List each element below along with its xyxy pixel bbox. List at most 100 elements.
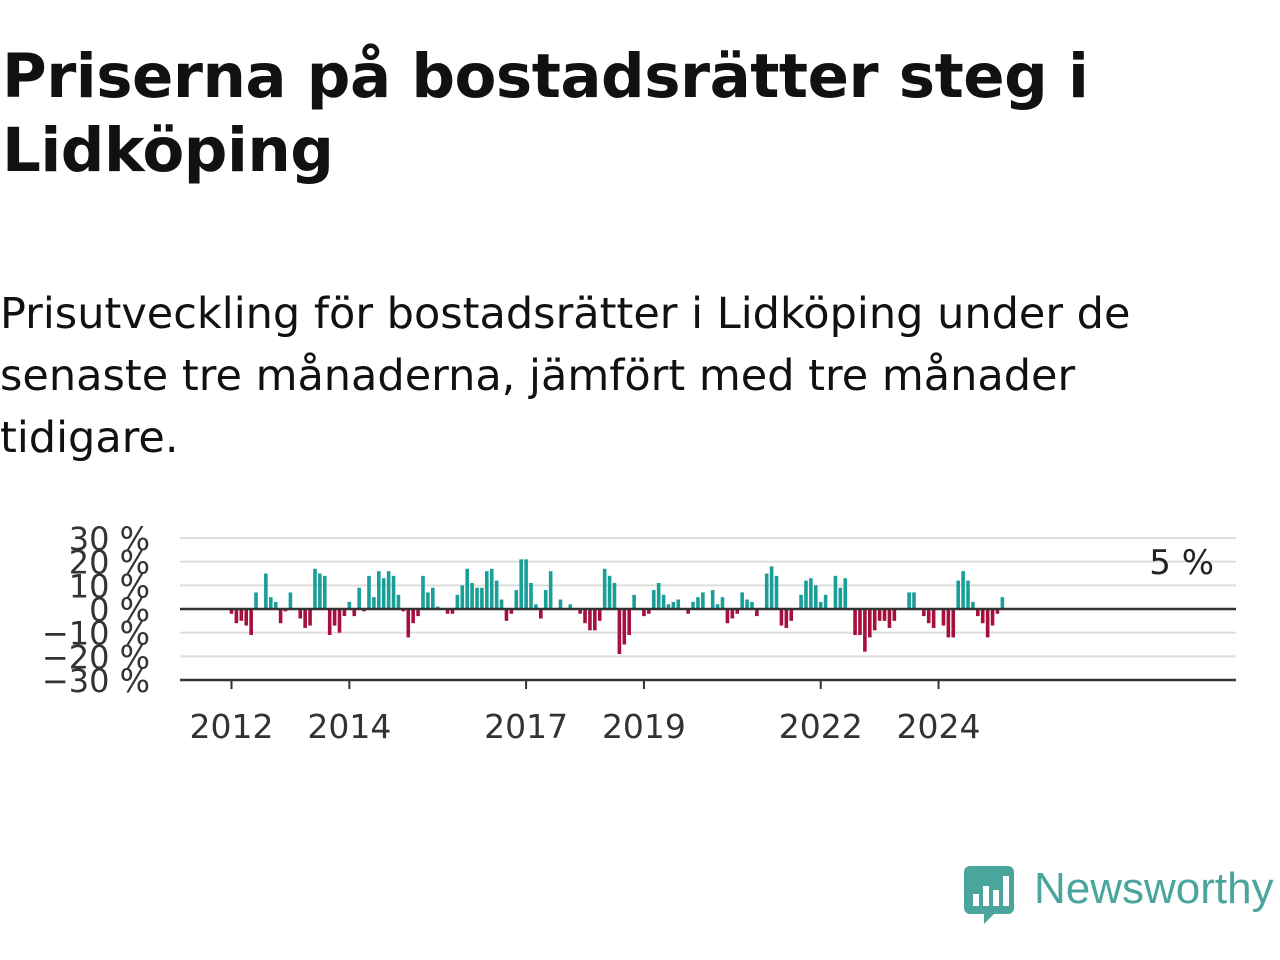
bar	[961, 571, 965, 609]
bar	[396, 594, 401, 609]
bar	[980, 609, 985, 624]
bar	[318, 573, 322, 609]
bar	[607, 575, 612, 609]
bar	[725, 609, 730, 624]
bar	[465, 568, 469, 609]
bar	[342, 609, 347, 617]
bar	[755, 609, 759, 617]
bar	[229, 609, 234, 614]
bar	[656, 582, 661, 609]
bar	[735, 609, 740, 614]
bar	[381, 578, 386, 609]
bar	[499, 599, 504, 609]
bar	[740, 592, 744, 609]
bar	[548, 571, 553, 609]
bar	[809, 578, 813, 609]
bar	[411, 609, 415, 624]
bar	[784, 609, 789, 628]
bar	[853, 609, 857, 636]
y-tick-label: 0 %	[89, 591, 150, 629]
bar	[642, 609, 646, 617]
bar	[701, 592, 705, 609]
bar	[710, 590, 715, 609]
axis-labels: 30 %20 %10 %0 %−10 %−20 %−30 % 2012 2014 20…	[42, 520, 1214, 746]
bar	[249, 609, 253, 636]
bar	[244, 609, 249, 626]
bar	[887, 609, 892, 628]
bar	[946, 609, 951, 638]
bar	[799, 594, 803, 609]
bar	[671, 601, 676, 609]
brand-name: Newsworthy	[1034, 864, 1274, 913]
bar	[524, 559, 528, 609]
bar	[455, 594, 460, 609]
bar	[843, 578, 848, 609]
y-tick-label: 10 %	[69, 567, 150, 605]
bar	[308, 609, 312, 626]
bar	[617, 609, 622, 654]
bar	[303, 609, 307, 628]
bar	[337, 609, 342, 633]
bar	[332, 609, 337, 626]
bar	[234, 609, 239, 624]
bar	[489, 568, 494, 609]
bar	[696, 597, 700, 609]
bar	[966, 580, 970, 609]
bar	[602, 568, 607, 609]
bar	[764, 573, 769, 609]
y-tick-label: 30 %	[69, 520, 150, 558]
bar	[504, 609, 509, 621]
bar	[421, 575, 425, 609]
bar	[254, 592, 258, 609]
bar	[352, 609, 357, 617]
bar	[588, 609, 592, 631]
y-tick-label: 20 %	[69, 544, 150, 582]
bar	[627, 609, 632, 636]
bar	[327, 609, 332, 636]
bar	[779, 609, 784, 626]
bar	[632, 594, 636, 609]
bar	[789, 609, 794, 621]
bar	[931, 609, 936, 628]
bar	[882, 609, 887, 621]
bar	[593, 609, 597, 631]
x-tick-label: 2024	[897, 707, 981, 746]
bar	[426, 592, 430, 609]
bar	[715, 604, 720, 609]
bar	[985, 609, 990, 638]
bar	[431, 587, 435, 609]
bar	[976, 609, 980, 617]
bar	[264, 573, 268, 609]
bar	[941, 609, 946, 626]
bar	[445, 609, 450, 614]
bar	[818, 601, 823, 609]
x-tick-label: 2017	[484, 707, 568, 746]
bar	[676, 599, 681, 609]
bar	[868, 609, 872, 638]
bar	[995, 609, 1000, 614]
bars	[229, 559, 1005, 654]
price-change-bar-chart: 30 %20 %10 %0 %−10 %−20 %−30 % 2012 2014 20…	[42, 520, 1236, 746]
bar	[912, 592, 916, 609]
bar	[774, 575, 779, 609]
bar	[951, 609, 956, 638]
x-tick-label: 2014	[307, 707, 391, 746]
bar	[534, 604, 538, 609]
bar	[485, 571, 489, 609]
bar	[661, 594, 666, 609]
bar	[578, 609, 582, 614]
y-tick-label: −20 %	[42, 638, 150, 676]
bar	[651, 590, 656, 609]
bar	[377, 571, 381, 609]
bar	[926, 609, 931, 624]
bar	[804, 580, 808, 609]
bar	[278, 609, 283, 624]
bar	[971, 601, 975, 609]
bar	[470, 582, 474, 609]
bar	[406, 609, 411, 638]
x-tick-label: 2019	[602, 707, 686, 746]
bar	[539, 609, 543, 619]
last-value-label: 5 %	[1149, 543, 1214, 583]
bar	[529, 582, 533, 609]
y-tick-label: −30 %	[42, 662, 150, 700]
